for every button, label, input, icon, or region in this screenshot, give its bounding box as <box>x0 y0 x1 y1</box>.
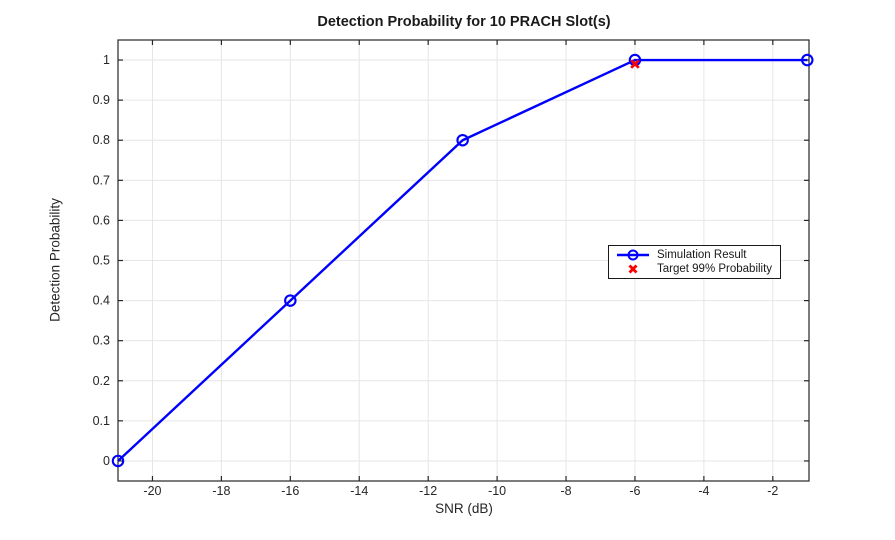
x-tick-label: -2 <box>767 484 778 498</box>
x-tick-label: -8 <box>560 484 571 498</box>
legend: Simulation Result Target 99% Probability <box>608 245 781 279</box>
data-point-circle-marker <box>284 294 297 307</box>
x-tick-label: -16 <box>281 484 299 498</box>
x-tick-label: -6 <box>629 484 640 498</box>
x-tick-label: -10 <box>488 484 506 498</box>
legend-x-marker-icon <box>609 262 657 276</box>
y-tick-label: 0.6 <box>93 213 110 227</box>
x-tick-label: -20 <box>143 484 161 498</box>
data-point-circle-marker <box>111 454 125 468</box>
data-point-circle-marker <box>456 133 469 147</box>
y-tick-label: 1 <box>103 53 110 67</box>
y-tick-label: 0.5 <box>93 254 110 268</box>
legend-line-circle-icon <box>609 248 657 262</box>
legend-item-target: Target 99% Probability <box>609 262 780 276</box>
chart-title: Detection Probability for 10 PRACH Slot(… <box>317 14 611 30</box>
y-tick-label: 0.8 <box>93 133 110 147</box>
x-tick-label: -4 <box>698 484 709 498</box>
legend-label-simulation: Simulation Result <box>657 249 747 261</box>
y-tick-label: 0.9 <box>93 93 110 107</box>
y-tick-label: 0.1 <box>93 414 110 428</box>
y-tick-label: 0.3 <box>93 334 110 348</box>
y-axis-label: Detection Probability <box>47 198 63 322</box>
x-tick-label: -12 <box>419 484 437 498</box>
target-x-marker <box>630 59 640 69</box>
x-axis-label: SNR (dB) <box>435 501 493 516</box>
x-tick-label: -18 <box>212 484 230 498</box>
legend-item-simulation: Simulation Result <box>609 248 780 262</box>
data-point-circle-marker <box>801 53 814 67</box>
y-tick-label: 0 <box>103 454 110 468</box>
y-tick-label: 0.7 <box>93 173 110 187</box>
series-line-0 <box>117 58 808 462</box>
y-tick-label: 0.4 <box>93 294 110 308</box>
x-tick-label: -14 <box>350 484 368 498</box>
legend-label-target: Target 99% Probability <box>657 263 773 275</box>
y-tick-label: 0.2 <box>93 374 110 388</box>
